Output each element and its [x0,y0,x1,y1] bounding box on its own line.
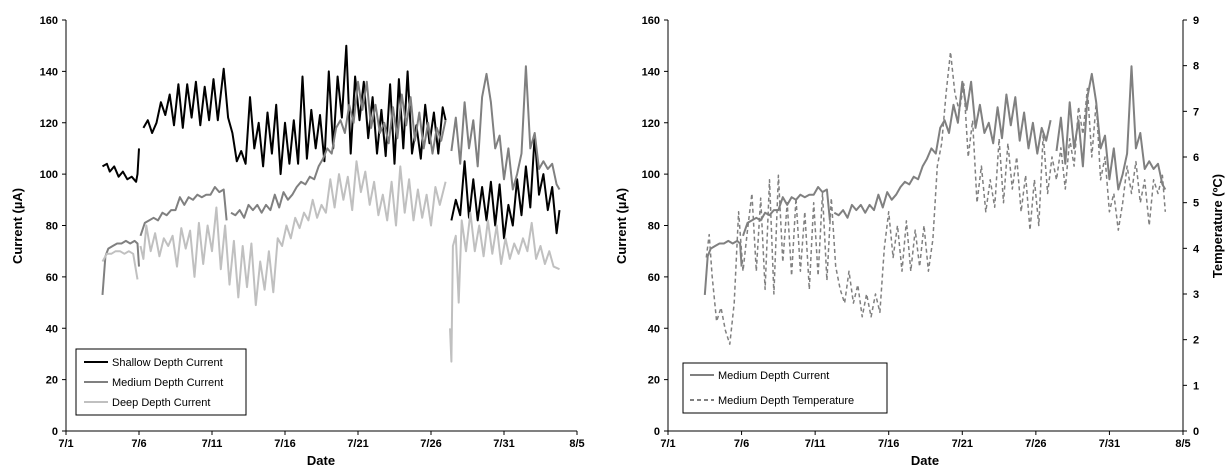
series-line-deep-depth-current [139,160,447,307]
x-tick-label: 7/1 [660,438,675,450]
left-y-ticks: 0 20 40 60 80 100 120 140 160 [40,15,66,438]
right-x-axis-title: Date [911,453,939,468]
y-tick-label: 120 [40,118,58,130]
series-line-medium-depth-current [101,239,140,295]
right-series [703,51,1167,345]
x-tick-label: 7/11 [805,438,826,450]
y-tick-label: 120 [642,118,660,130]
y-tick-label: 20 [648,375,660,387]
left-legend: Shallow Depth Current Medium Depth Curren… [84,357,223,409]
y-tick-label: 100 [40,169,58,181]
right-x-ticks: 7/1 7/6 7/11 7/16 7/21 7/26 7/31 8/5 [660,431,1191,450]
x-tick-label: 7/16 [274,438,295,450]
x-tick-label: 7/31 [1099,438,1120,450]
series-line-medium-depth-current [703,239,743,295]
y-tick-label: 40 [46,323,58,335]
x-tick-label: 8/5 [1175,438,1190,450]
legend-label-medium-depth-temperature: Medium Depth Temperature [718,395,854,407]
left-x-ticks: 7/1 7/6 7/11 7/16 7/21 7/26 7/31 8/5 [58,431,585,450]
right-y2-ticks: 0 1 2 3 4 5 6 7 8 9 [1183,15,1200,438]
y2-tick-label: 8 [1193,61,1199,73]
x-tick-label: 7/1 [58,438,73,450]
series-line-shallow-depth-current [142,44,447,176]
legend-label-medium-depth-current: Medium Depth Current [718,370,829,382]
left-x-axis-title: Date [307,453,335,468]
series-line-shallow-depth-current [450,134,561,240]
y2-tick-label: 3 [1193,289,1199,301]
series-line-medium-depth-current [1055,65,1167,191]
series-line-medium-depth-current [450,65,561,191]
left-chart: 0 20 40 60 80 100 120 140 160 7/1 7/6 7/11 7/16 7/21… [10,15,585,468]
left-series [101,44,561,363]
right-legend: Medium Depth Current Medium Depth Tempera… [690,370,854,407]
y-tick-label: 100 [642,169,660,181]
y2-tick-label: 1 [1193,380,1199,392]
y2-tick-label: 0 [1193,426,1199,438]
y-tick-label: 0 [52,426,58,438]
y2-tick-label: 6 [1193,152,1199,164]
series-line-deep-depth-current [449,211,560,363]
series-line-shallow-depth-current [101,148,140,183]
y2-tick-label: 9 [1193,15,1199,27]
y-tick-label: 140 [642,66,660,78]
series-line-medium-depth-current [833,80,1052,219]
x-tick-label: 7/11 [202,438,223,450]
legend-label-deep-depth-current: Deep Depth Current [112,397,210,409]
right-y-ticks: 0 20 40 60 80 100 120 140 160 [642,15,668,438]
y-tick-label: 140 [40,66,58,78]
y-tick-label: 160 [40,15,58,27]
y-tick-label: 0 [654,426,660,438]
y-tick-label: 20 [46,375,58,387]
y-tick-label: 60 [46,272,58,284]
right-y2-axis-title: Temperature (ºC) [1210,174,1225,278]
y2-tick-label: 7 [1193,106,1199,118]
legend-label-medium-depth-current: Medium Depth Current [112,377,223,389]
y2-tick-label: 5 [1193,198,1199,210]
right-legend-box [682,362,888,414]
series-line-medium-depth-current [230,80,447,219]
y-tick-label: 160 [642,15,660,27]
right-y-axis-title: Current (µA) [614,188,629,264]
series-line-deep-depth-current [101,250,139,280]
y2-tick-label: 4 [1193,243,1200,255]
series-line-medium-depth-current [139,186,228,237]
x-tick-label: 7/6 [734,438,749,450]
y2-tick-label: 2 [1193,335,1199,347]
x-tick-label: 7/26 [420,438,441,450]
x-tick-label: 7/6 [131,438,146,450]
x-tick-label: 7/16 [878,438,899,450]
x-tick-label: 7/21 [347,438,368,450]
x-tick-label: 8/5 [569,438,584,450]
x-tick-label: 7/31 [493,438,514,450]
x-tick-label: 7/26 [1025,438,1046,450]
series-line-medium-depth-temperature [705,51,1167,345]
x-tick-label: 7/21 [952,438,973,450]
y-tick-label: 40 [648,323,660,335]
y-tick-label: 80 [648,221,660,233]
y-tick-label: 60 [648,272,660,284]
y-tick-label: 80 [46,221,58,233]
legend-label-shallow-depth-current: Shallow Depth Current [112,357,223,369]
left-y-axis-title: Current (µA) [10,188,25,264]
